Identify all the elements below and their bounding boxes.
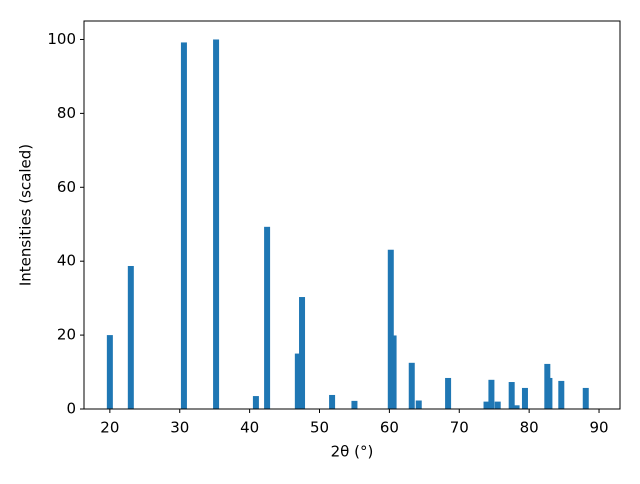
bar [329,394,336,409]
x-tick-label: 80 [520,419,539,437]
bar [546,377,553,409]
x-tick-label: 70 [450,419,469,437]
bar [106,335,113,409]
bar [521,387,528,409]
x-tick-label: 90 [589,419,608,437]
x-tick-label: 60 [380,419,399,437]
x-tick-label: 20 [100,419,119,437]
bar [387,249,394,409]
bar [180,42,187,410]
x-tick-label: 30 [170,419,189,437]
y-axis-label: Intensities (scaled) [17,144,35,286]
y-tick-label: 0 [66,400,76,418]
y-tick-label: 100 [47,30,76,48]
y-tick-label: 60 [57,178,76,196]
bar [508,382,515,409]
bar [513,405,520,409]
bar [415,400,422,409]
bar [252,396,259,409]
bar [294,353,301,409]
bar [264,226,271,409]
bar [582,387,589,409]
bar [488,379,495,409]
bar [127,265,134,409]
x-tick-label: 50 [310,419,329,437]
bar [351,400,358,409]
plot-frame [83,20,621,410]
x-tick-label: 40 [240,419,259,437]
y-tick-label: 20 [57,326,76,344]
y-tick-label: 80 [57,104,76,122]
bar [558,380,565,409]
bar [390,335,397,409]
bar [494,401,501,409]
x-axis-label: 2θ (°) [331,443,374,461]
bar [445,377,452,409]
bar [408,362,415,409]
bar [483,401,490,409]
y-tick-label: 40 [57,252,76,270]
bar [299,297,306,409]
bar [213,39,220,409]
